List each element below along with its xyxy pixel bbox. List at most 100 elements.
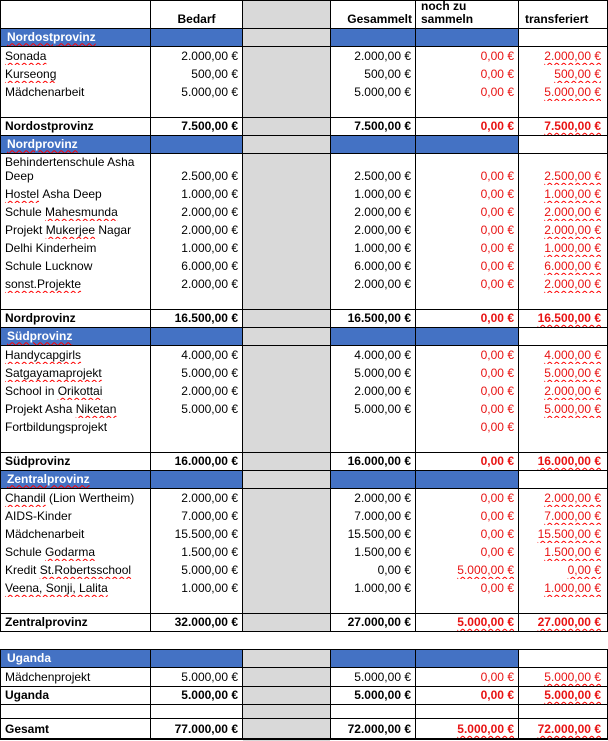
- transferiert-cell[interactable]: 0,00 €: [519, 561, 608, 579]
- section-title-cell[interactable]: Nordostprovinz: [1, 29, 151, 46]
- gesammelt-cell[interactable]: [331, 418, 416, 436]
- transferiert-cell[interactable]: 72.000,00 €: [519, 719, 608, 738]
- gesammelt-cell[interactable]: 2.000,00 €: [331, 221, 416, 239]
- gesammelt-cell[interactable]: 16.500,00 €: [331, 310, 416, 327]
- section-band-cell[interactable]: [331, 650, 416, 667]
- transferiert-cell[interactable]: 16.500,00 €: [519, 310, 608, 327]
- bedarf-cell[interactable]: 6.000,00 €: [151, 257, 243, 275]
- empty-gesammelt-cell[interactable]: [331, 705, 416, 718]
- section-band-cell[interactable]: [151, 471, 243, 488]
- bedarf-cell[interactable]: 5.000,00 €: [151, 561, 243, 579]
- bedarf-cell[interactable]: 15.500,00 €: [151, 525, 243, 543]
- section-band-cell[interactable]: [416, 650, 519, 667]
- empty-name-cell[interactable]: [1, 705, 151, 718]
- project-name-cell[interactable]: Mädchenarbeit: [1, 525, 151, 543]
- total-label-cell[interactable]: Zentralprovinz: [1, 614, 151, 631]
- noch-zu-sammeln-cell[interactable]: 0,00 €: [416, 257, 519, 275]
- empty-bedarf-cell[interactable]: [151, 293, 243, 309]
- section-band-cell[interactable]: [151, 328, 243, 345]
- noch-zu-sammeln-cell[interactable]: 0,00 €: [416, 154, 519, 185]
- noch-zu-sammeln-cell[interactable]: 0,00 €: [416, 382, 519, 400]
- gesammelt-cell[interactable]: 5.000,00 €: [331, 364, 416, 382]
- noch-zu-sammeln-cell[interactable]: 0,00 €: [416, 400, 519, 418]
- transferiert-cell[interactable]: 1.000,00 €: [519, 579, 608, 597]
- empty-gesammelt-cell[interactable]: [331, 101, 416, 117]
- bedarf-cell[interactable]: 1.000,00 €: [151, 185, 243, 203]
- bedarf-cell[interactable]: 2.500,00 €: [151, 154, 243, 185]
- section-band-cell[interactable]: [519, 136, 608, 153]
- total-label-cell[interactable]: Südprovinz: [1, 453, 151, 470]
- bedarf-cell[interactable]: 16.500,00 €: [151, 310, 243, 327]
- transferiert-cell[interactable]: 6.000,00 €: [519, 257, 608, 275]
- gesammelt-cell[interactable]: 5.000,00 €: [331, 687, 416, 704]
- section-band-cell[interactable]: [519, 328, 608, 345]
- bedarf-cell[interactable]: [151, 418, 243, 436]
- empty-transferiert-cell[interactable]: [519, 597, 608, 613]
- section-band-cell[interactable]: [416, 29, 519, 46]
- noch-zu-sammeln-cell[interactable]: 0,00 €: [416, 47, 519, 65]
- section-band-cell[interactable]: [151, 136, 243, 153]
- transferiert-cell[interactable]: 5.000,00 €: [519, 687, 608, 704]
- bedarf-cell[interactable]: 2.000,00 €: [151, 47, 243, 65]
- transferiert-cell[interactable]: 5.000,00 €: [519, 668, 608, 686]
- empty-transferiert-cell[interactable]: [519, 436, 608, 452]
- gesammelt-cell[interactable]: 72.000,00 €: [331, 719, 416, 738]
- transferiert-cell[interactable]: 1.000,00 €: [519, 185, 608, 203]
- noch-zu-sammeln-cell[interactable]: 0,00 €: [416, 239, 519, 257]
- project-name-cell[interactable]: Schule Mahesmunda: [1, 203, 151, 221]
- section-band-cell[interactable]: [519, 29, 608, 46]
- section-band-cell[interactable]: [151, 29, 243, 46]
- bedarf-cell[interactable]: 5.000,00 €: [151, 687, 243, 704]
- bedarf-cell[interactable]: 32.000,00 €: [151, 614, 243, 631]
- transferiert-cell[interactable]: 1.500,00 €: [519, 543, 608, 561]
- bedarf-cell[interactable]: 5.000,00 €: [151, 83, 243, 101]
- transferiert-cell[interactable]: 2.000,00 €: [519, 203, 608, 221]
- gesammelt-cell[interactable]: 0,00 €: [331, 561, 416, 579]
- section-band-cell[interactable]: [416, 136, 519, 153]
- section-band-cell[interactable]: [519, 471, 608, 488]
- empty-noch-cell[interactable]: [416, 705, 519, 718]
- section-band-cell[interactable]: [416, 471, 519, 488]
- section-band-cell[interactable]: [331, 136, 416, 153]
- bedarf-cell[interactable]: 4.000,00 €: [151, 346, 243, 364]
- empty-name-cell[interactable]: [1, 101, 151, 117]
- empty-noch-cell[interactable]: [416, 436, 519, 452]
- gesammelt-cell[interactable]: 5.000,00 €: [331, 83, 416, 101]
- project-name-cell[interactable]: Delhi Kinderheim: [1, 239, 151, 257]
- bedarf-cell[interactable]: 2.000,00 €: [151, 275, 243, 293]
- noch-zu-sammeln-cell[interactable]: 5.000,00 €: [416, 614, 519, 631]
- section-band-cell[interactable]: [416, 328, 519, 345]
- bedarf-cell[interactable]: 2.000,00 €: [151, 221, 243, 239]
- total-label-cell[interactable]: Nordprovinz: [1, 310, 151, 327]
- empty-transferiert-cell[interactable]: [519, 705, 608, 718]
- empty-noch-cell[interactable]: [416, 597, 519, 613]
- project-name-cell[interactable]: Mädchenarbeit: [1, 83, 151, 101]
- gesammelt-cell[interactable]: 2.000,00 €: [331, 275, 416, 293]
- noch-zu-sammeln-cell[interactable]: 5.000,00 €: [416, 719, 519, 738]
- gesammelt-cell[interactable]: 2.000,00 €: [331, 489, 416, 507]
- transferiert-cell[interactable]: 2.000,00 €: [519, 382, 608, 400]
- project-name-cell[interactable]: School in Orikottai: [1, 382, 151, 400]
- section-title-cell[interactable]: Uganda: [1, 650, 151, 667]
- section-band-cell[interactable]: [151, 650, 243, 667]
- section-band-cell[interactable]: [331, 29, 416, 46]
- noch-zu-sammeln-cell[interactable]: 0,00 €: [416, 525, 519, 543]
- noch-zu-sammeln-cell[interactable]: 0,00 €: [416, 118, 519, 135]
- noch-zu-sammeln-cell[interactable]: 0,00 €: [416, 489, 519, 507]
- noch-zu-sammeln-cell[interactable]: 0,00 €: [416, 310, 519, 327]
- noch-zu-sammeln-cell[interactable]: 0,00 €: [416, 346, 519, 364]
- project-name-cell[interactable]: Mädchenprojekt: [1, 668, 151, 686]
- project-name-cell[interactable]: Chandil (Lion Wertheim): [1, 489, 151, 507]
- bedarf-cell[interactable]: 2.000,00 €: [151, 203, 243, 221]
- project-name-cell[interactable]: Schule Godarma: [1, 543, 151, 561]
- transferiert-cell[interactable]: 7.000,00 €: [519, 507, 608, 525]
- empty-bedarf-cell[interactable]: [151, 436, 243, 452]
- gesammelt-cell[interactable]: 15.500,00 €: [331, 525, 416, 543]
- bedarf-cell[interactable]: 2.000,00 €: [151, 489, 243, 507]
- project-name-cell[interactable]: Sonada: [1, 47, 151, 65]
- project-name-cell[interactable]: Projekt Asha Niketan: [1, 400, 151, 418]
- gesammelt-cell[interactable]: 5.000,00 €: [331, 668, 416, 686]
- project-name-cell[interactable]: Kurseong: [1, 65, 151, 83]
- total-label-cell[interactable]: Gesamt: [1, 719, 151, 738]
- transferiert-cell[interactable]: [519, 418, 608, 436]
